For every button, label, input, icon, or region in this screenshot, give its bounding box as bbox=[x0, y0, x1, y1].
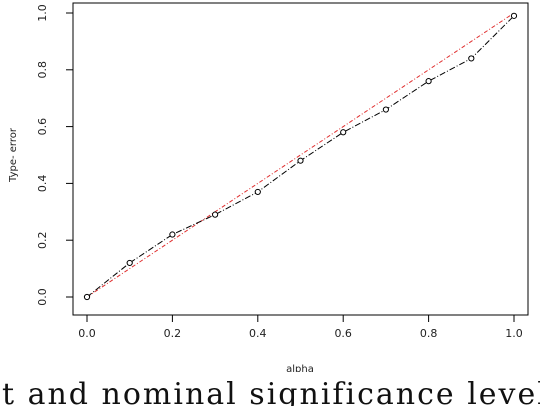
data-point bbox=[340, 129, 347, 136]
x-tick-label: 0.6 bbox=[334, 327, 352, 340]
y-tick-label: 0.6 bbox=[36, 118, 49, 136]
data-point bbox=[169, 231, 176, 238]
data-point bbox=[468, 55, 475, 62]
y-tick-label: 0.8 bbox=[36, 61, 49, 79]
data-point bbox=[382, 106, 389, 113]
data-point bbox=[254, 188, 261, 196]
x-tick-label: 0.8 bbox=[420, 327, 438, 340]
y-axis-title: Type- error bbox=[8, 127, 19, 183]
y-tick-label: 0.4 bbox=[36, 175, 49, 193]
type-error-line bbox=[86, 15, 515, 298]
x-tick-label: 1.0 bbox=[505, 327, 523, 340]
data-point bbox=[510, 12, 518, 19]
data-point bbox=[126, 259, 133, 267]
x-tick-label: 0.2 bbox=[164, 327, 182, 340]
series-layer bbox=[83, 12, 518, 301]
x-axis: 0.0 0.2 0.4 0.6 0.8 1.0 bbox=[78, 314, 523, 340]
data-point bbox=[297, 157, 304, 164]
y-axis: 0.0 0.2 0.4 0.6 0.8 1.0 bbox=[36, 4, 74, 306]
chart: 0.0 0.2 0.4 0.6 0.8 1.0 0.0 0.2 0.4 0.6 0.8 1.0 al… bbox=[8, 2, 529, 372]
data-point bbox=[425, 78, 432, 85]
reference-line bbox=[86, 12, 515, 298]
data-point bbox=[83, 293, 91, 301]
x-tick-label: 0.0 bbox=[78, 327, 96, 340]
caption-text: t and nominal significance levels. Th bbox=[2, 377, 540, 406]
x-axis-title: alpha bbox=[286, 364, 314, 372]
x-tick-label: 0.4 bbox=[249, 327, 267, 340]
data-point bbox=[212, 211, 219, 218]
y-tick-label: 0.0 bbox=[36, 288, 49, 306]
y-tick-label: 1.0 bbox=[36, 4, 49, 22]
y-tick-label: 0.2 bbox=[36, 231, 49, 249]
